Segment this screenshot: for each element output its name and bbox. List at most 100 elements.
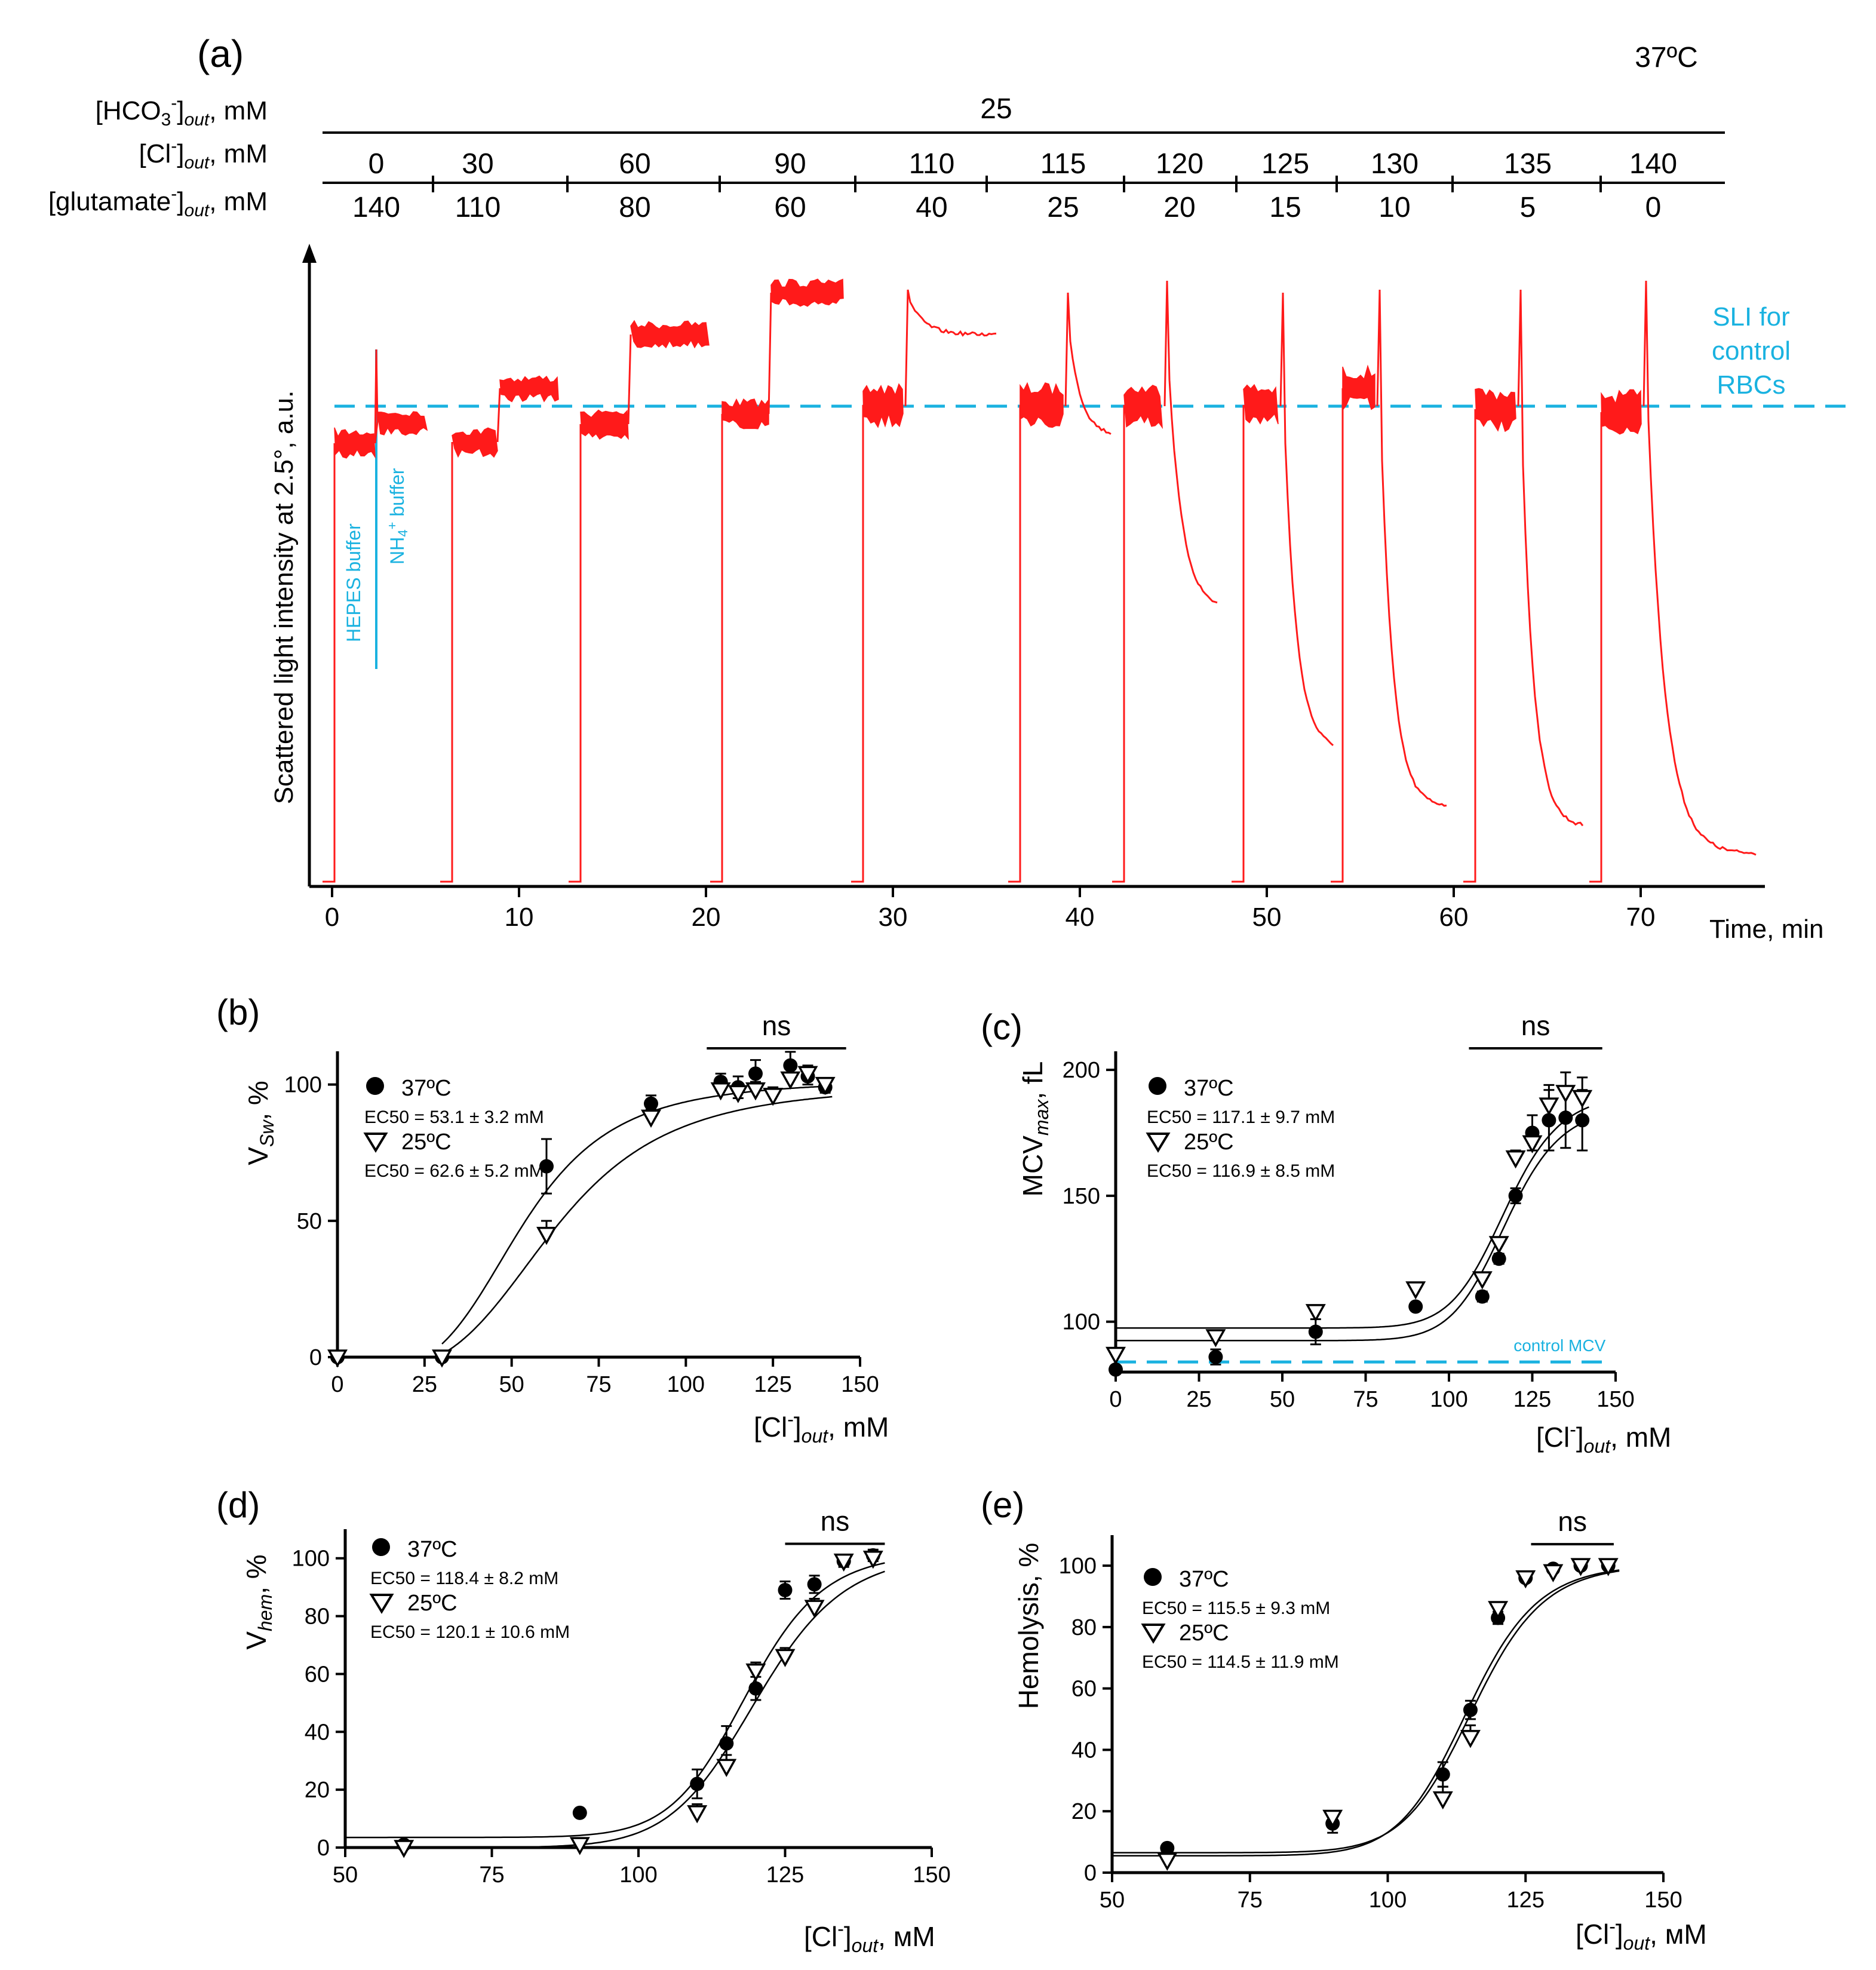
cl-value-7: 125 <box>1261 148 1309 180</box>
trace-plateau-0 <box>377 411 428 436</box>
panel-b-y-tick-label-100: 100 <box>284 1073 322 1098</box>
glutamate-value-5: 25 <box>1047 192 1079 223</box>
trace-decay-6 <box>1642 280 1757 856</box>
panel-b-point-25c-4 <box>710 1082 731 1101</box>
panel-a-label: (a) <box>197 32 244 75</box>
panel-c-point-25c-4 <box>1472 1271 1493 1290</box>
panel-e-point-25c-2 <box>1432 1791 1453 1810</box>
panel-e-y-tick-label-60: 60 <box>1071 1677 1097 1702</box>
panel-c-point-25c-2 <box>1305 1304 1326 1322</box>
panel-e-point-25c-5 <box>1515 1570 1536 1589</box>
panel-b-point-25c-1 <box>432 1349 452 1368</box>
trace-drop-1 <box>440 442 453 883</box>
trace-x-label: Time, min <box>1709 915 1824 944</box>
panel-e-legend-ec50-25c: EC50 = 114.5 ± 11.9 mM <box>1142 1652 1339 1672</box>
cl-value-2: 60 <box>619 148 650 180</box>
trace-drop-9 <box>1463 409 1476 883</box>
glutamate-row-label: [glutamate-]out, mM <box>48 184 268 220</box>
trace-band-7 <box>1243 383 1279 425</box>
panel-e-y-tick-label-80: 80 <box>1071 1615 1097 1640</box>
panel-b-point-25c-2 <box>536 1226 557 1245</box>
panel-b-x-tick-label-150: 150 <box>841 1372 879 1397</box>
panel-d-y-tick-label-60: 60 <box>305 1662 330 1687</box>
panel-e-point-25c-1 <box>1322 1809 1343 1828</box>
panel-c-point-25c-6 <box>1505 1150 1526 1169</box>
panel-c-label: (c) <box>981 1007 1023 1047</box>
panel-c-x-tick-label-25: 25 <box>1186 1387 1211 1412</box>
panel-e-y-tick-label-20: 20 <box>1071 1799 1097 1824</box>
cl-value-0: 0 <box>369 148 385 180</box>
trace-band-8 <box>1342 364 1375 412</box>
panel-d-point-37c-5 <box>778 1583 793 1598</box>
trace-drop-3 <box>710 414 723 883</box>
panel-c-control-mcv-label: control MCV <box>1513 1336 1605 1355</box>
hepes-buffer-label: HEPES buffer <box>343 523 364 642</box>
trace-x-tick-label-20: 20 <box>692 903 721 932</box>
trace-nh4-spike <box>374 349 379 444</box>
cl-value-3: 90 <box>774 148 806 180</box>
panel-d-point-37c-6 <box>807 1577 822 1592</box>
nh4-buffer-label: NH4+ buffer <box>385 468 410 564</box>
trace-drop-6 <box>1112 405 1125 883</box>
panel-c-point-25c-7 <box>1522 1135 1543 1153</box>
sli-label-line-1: SLI for <box>1712 302 1790 332</box>
trace-band-10 <box>1601 389 1642 435</box>
panel-b-point-25c-6 <box>745 1082 766 1101</box>
trace-x-tick-label-60: 60 <box>1439 903 1469 932</box>
panel-e-x-label: [Cl-]out, мM <box>1576 1916 1707 1954</box>
trace-drop-5 <box>1008 405 1021 883</box>
panel-d-legend-label-37c: 37ºC <box>407 1537 458 1562</box>
trace-x-tick-label-10: 10 <box>505 903 534 932</box>
glutamate-value-8: 10 <box>1378 192 1410 223</box>
trace-band-4 <box>862 383 904 428</box>
panel-c-y-tick-label-100: 100 <box>1063 1310 1100 1335</box>
panel-e-point-37c-0 <box>1160 1840 1175 1855</box>
panel-b-point-37c-3 <box>644 1096 658 1111</box>
cl-row-label: [Cl-]out, mM <box>139 136 268 173</box>
panel-e-x-tick-label-75: 75 <box>1238 1888 1263 1913</box>
panel-e-point-25c-6 <box>1543 1564 1564 1582</box>
panel-c-point-37c-8 <box>1542 1113 1556 1128</box>
cl-value-9: 135 <box>1504 148 1552 180</box>
panel-d-x-tick-label-75: 75 <box>479 1862 504 1888</box>
trace-x-tick-label-0: 0 <box>325 903 339 932</box>
panel-b-point-25c-8 <box>780 1071 801 1090</box>
panel-d-y-tick-label-80: 80 <box>305 1604 330 1630</box>
panel-c-point-37c-1 <box>1208 1349 1223 1364</box>
panel-b-x-tick-label-25: 25 <box>412 1372 437 1397</box>
trace-x-tick-label-50: 50 <box>1252 903 1282 932</box>
trace-decay-1 <box>1064 292 1112 435</box>
panel-e-fit-37c <box>1112 1570 1620 1854</box>
panel-e-label: (e) <box>981 1485 1024 1525</box>
panel-e-y-tick-label-0: 0 <box>1084 1861 1097 1886</box>
trace-y-arrow <box>302 244 317 263</box>
panel-c-point-25c-0 <box>1106 1346 1126 1366</box>
panel-c-point-25c-3 <box>1405 1281 1426 1300</box>
trace-decay-4 <box>1376 289 1447 807</box>
panel-d-y-tick-label-40: 40 <box>305 1720 330 1745</box>
trace-step-1 <box>496 388 501 443</box>
glutamate-value-4: 40 <box>916 192 947 223</box>
panel-e: (e) Hemolysis, % [Cl-]out, мM 50 75 100 125… <box>981 1485 1707 1954</box>
panel-c-x-label: [Cl-]out, mM <box>1536 1419 1671 1457</box>
panel-c-x-tick-label-150: 150 <box>1596 1387 1634 1412</box>
trace-x-tick-label-30: 30 <box>879 903 908 932</box>
panel-e-fit-25c <box>1112 1569 1620 1857</box>
panel-d-point-25c-5 <box>775 1649 796 1667</box>
panel-e-point-37c-2 <box>1435 1767 1450 1782</box>
trace-x-tick-label-40: 40 <box>1066 903 1095 932</box>
panel-b-x-tick-label-100: 100 <box>667 1372 705 1397</box>
panel-d-point-25c-3 <box>716 1759 737 1777</box>
trace-band-1 <box>452 427 498 458</box>
panel-e-y-tick-label-100: 100 <box>1059 1554 1097 1579</box>
panel-c-point-25c-10 <box>1572 1090 1593 1109</box>
panel-c-y-label: MCVmax, fL <box>1017 1061 1052 1197</box>
panel-a: (a) 37ºC [HCO3-]out, mM 25 [Cl-]out, mM … <box>48 32 1852 944</box>
glutamate-value-9: 5 <box>1520 192 1536 223</box>
panel-c-legend-ec50-37c: EC50 = 117.1 ± 9.7 mM <box>1147 1107 1335 1127</box>
trace-plateau-3 <box>770 278 844 307</box>
panel-c-point-37c-10 <box>1575 1113 1590 1128</box>
panel-d-y-tick-label-100: 100 <box>292 1546 330 1572</box>
trace-start <box>332 443 336 883</box>
glutamate-value-6: 20 <box>1163 192 1195 223</box>
